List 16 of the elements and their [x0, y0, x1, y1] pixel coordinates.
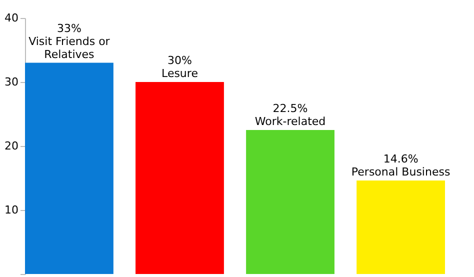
y-tick-label: 20 — [4, 140, 18, 152]
bar — [246, 130, 334, 274]
x-tick-label: Work-related — [254, 115, 326, 128]
y-tick-label: 40 — [4, 12, 18, 24]
x-tick-label: Visit Friends or Relatives — [28, 34, 110, 61]
bar — [25, 62, 114, 274]
bar — [356, 180, 445, 274]
y-tick-label: 10 — [4, 204, 18, 216]
y-tick-label: 30 — [4, 76, 18, 88]
data-label: 14.6% — [383, 152, 418, 166]
data-label: 33% — [56, 22, 82, 35]
x-tick-label: Lesure — [162, 67, 198, 80]
data-label: 22.5% — [272, 102, 308, 115]
data-label: 30% — [168, 54, 192, 67]
bar — [136, 82, 224, 274]
x-tick-label: Personal Business — [351, 166, 450, 179]
